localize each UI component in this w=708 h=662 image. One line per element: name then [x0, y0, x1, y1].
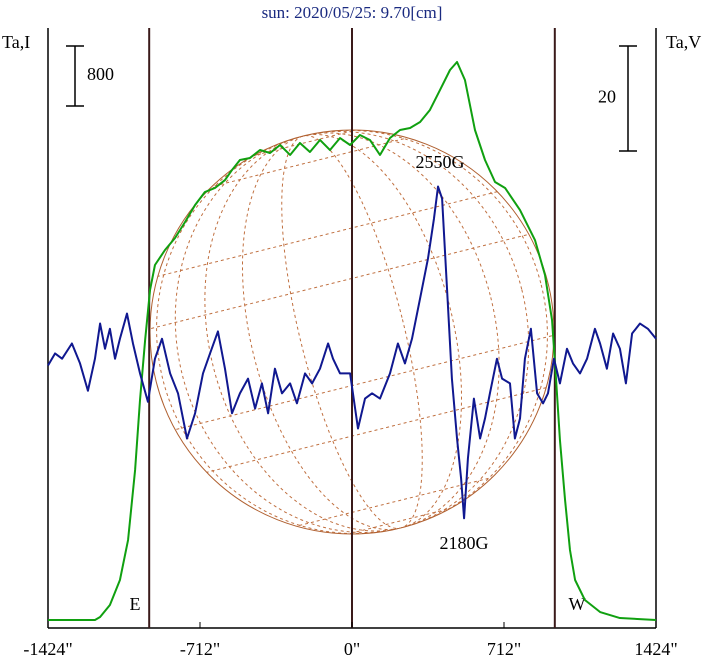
x-tick-label: 712" — [487, 639, 521, 659]
series-line — [48, 60, 657, 621]
annotation: W — [569, 594, 586, 614]
annotation: 2180G — [440, 533, 489, 553]
y2-axis-label: Ta,V — [666, 32, 701, 52]
chart-title: sun: 2020/05/25: 9.70[cm] — [262, 3, 443, 22]
solar-disk — [107, 91, 597, 573]
x-tick-label: -1424" — [23, 639, 72, 659]
series-line — [47, 185, 657, 520]
x-tick-label: 0" — [344, 639, 360, 659]
scale-bar-label: 800 — [87, 64, 114, 84]
annotation: E — [130, 594, 141, 614]
y-axis-label: Ta,I — [2, 32, 30, 52]
x-tick-label: -712" — [180, 639, 220, 659]
scale-bar-label: 20 — [598, 87, 616, 107]
x-tick-label: 1424" — [634, 639, 677, 659]
annotation: 2550G — [416, 152, 465, 172]
